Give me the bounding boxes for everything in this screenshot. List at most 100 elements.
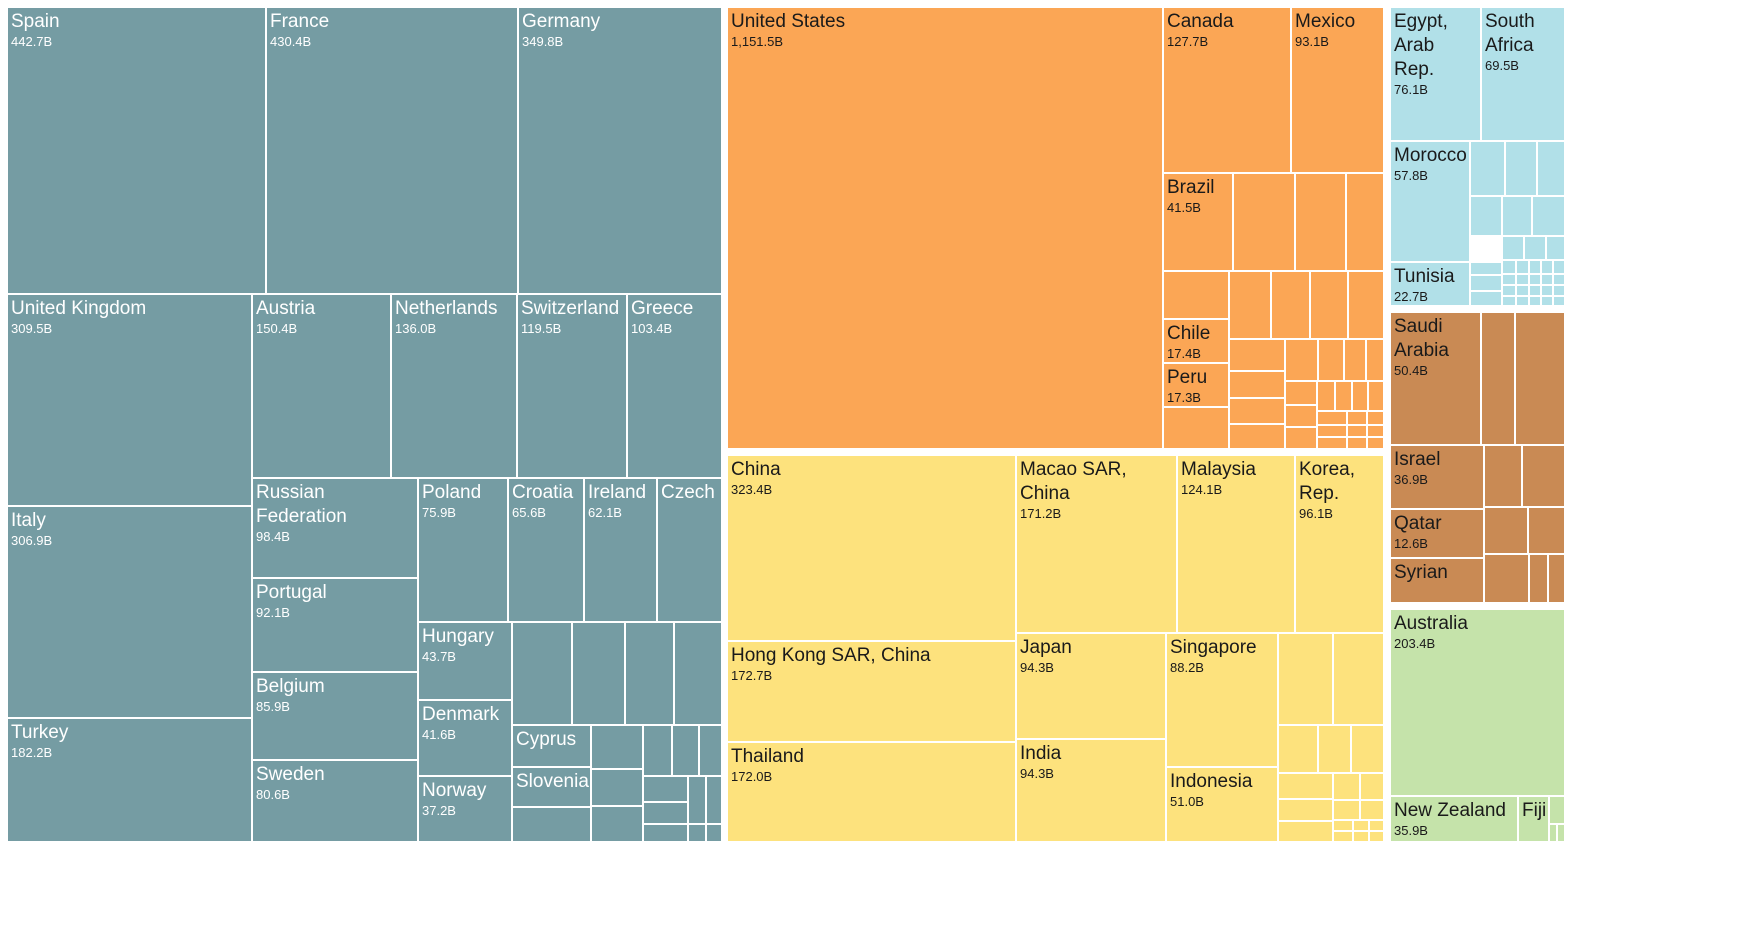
tile-value: 150.4B xyxy=(256,321,298,336)
treemap-tile-egypt-arab-rep: Egypt, Arab Rep. 76.1B xyxy=(1390,7,1481,141)
treemap-tile-malaysia: Malaysia 124.1B xyxy=(1177,455,1295,633)
treemap-tile-minor-americas-42 xyxy=(1317,411,1347,425)
tile-label: Australia xyxy=(1394,613,1468,634)
treemap-tile-minor-americas-26 xyxy=(1229,339,1285,371)
treemap-tile-minor-americas-19 xyxy=(1295,173,1346,271)
treemap-tile-switzerland: Switzerland 119.5B xyxy=(517,294,627,478)
tile-label: Greece xyxy=(631,298,694,319)
treemap-tile-minor-asia-57 xyxy=(1278,799,1333,821)
treemap-tile-minor-africa-91 xyxy=(1502,285,1516,296)
treemap-tile-minor-americas-27 xyxy=(1229,371,1285,398)
treemap-tile-minor-europe-10 xyxy=(591,806,643,842)
tile-value: 37.2B xyxy=(422,803,456,818)
treemap-tile-minor-asia-59 xyxy=(1333,773,1360,800)
treemap-tile-minor-africa-87 xyxy=(1516,274,1529,285)
tile-label: China xyxy=(731,459,781,480)
tile-value: 172.0B xyxy=(731,769,773,784)
treemap-tile-croatia: Croatia 65.6B xyxy=(508,478,584,622)
tile-label: Indonesia xyxy=(1170,771,1253,792)
tile-value: 88.2B xyxy=(1170,660,1204,675)
treemap-tile-minor-europe-8 xyxy=(512,807,591,842)
tile-value: 96.1B xyxy=(1299,506,1333,521)
treemap-tile-korea-rep: Korea, Rep. 96.1B xyxy=(1295,455,1384,633)
treemap-tile-south-africa: South Africa 69.5B xyxy=(1481,7,1565,141)
treemap-tile-minor-americas-34 xyxy=(1366,339,1384,381)
treemap-tile-minor-africa-82 xyxy=(1516,260,1529,274)
tile-label: Egypt, Arab Rep. xyxy=(1394,11,1448,80)
treemap-tile-minor-asia-64 xyxy=(1353,820,1369,831)
treemap-tile-minor-americas-50 xyxy=(1367,437,1384,449)
treemap-tile-minor-americas-39 xyxy=(1368,381,1384,411)
treemap-tile-minor-americas-32 xyxy=(1318,339,1344,381)
tile-label: Cyprus xyxy=(516,729,577,750)
tile-value: 430.4B xyxy=(270,34,312,49)
treemap-tile-singapore: Singapore 88.2B xyxy=(1166,633,1278,767)
treemap-tile-minor-europe-2 xyxy=(625,622,674,725)
tile-label: Peru xyxy=(1167,367,1208,388)
tile-value: 36.9B xyxy=(1394,472,1428,487)
treemap-tile-minor-americas-21 xyxy=(1163,271,1229,319)
tile-value: 22.7B xyxy=(1394,289,1428,304)
treemap-tile-minor-africa-84 xyxy=(1541,260,1553,274)
treemap-tile-belgium: Belgium 85.9B xyxy=(252,672,418,760)
treemap-tile-minor-europe-13 xyxy=(643,824,688,842)
treemap-tile-minor-asia-61 xyxy=(1333,800,1360,820)
tile-value: 94.3B xyxy=(1020,766,1054,781)
tile-value: 43.7B xyxy=(422,649,456,664)
treemap-tile-peru: Peru 17.3B xyxy=(1163,363,1229,407)
tile-label: Brazil xyxy=(1167,177,1215,198)
treemap-tile-minor-americas-41 xyxy=(1285,427,1317,449)
treemap-tile-minor-americas-35 xyxy=(1285,381,1317,405)
tile-label: Canada xyxy=(1167,11,1234,32)
treemap-tile-poland: Poland 75.9B xyxy=(418,478,508,622)
treemap-tile-minor-americas-28 xyxy=(1229,398,1285,424)
treemap-tile-minor-americas-45 xyxy=(1317,425,1347,437)
treemap-tile-minor-africa-100 xyxy=(1553,296,1565,306)
treemap-tile-saudi-arabia: Saudi Arabia 50.4B xyxy=(1390,312,1481,445)
tile-label: Japan xyxy=(1020,637,1072,658)
treemap-tile-minor-asia-56 xyxy=(1278,773,1333,799)
tile-label: Spain xyxy=(11,11,60,32)
tile-value: 75.9B xyxy=(422,505,456,520)
tile-value: 41.5B xyxy=(1167,200,1201,215)
tile-label: Ireland xyxy=(588,482,647,503)
tile-label: Czech xyxy=(661,482,715,503)
treemap-tile-chile: Chile 17.4B xyxy=(1163,319,1229,363)
tile-label: Netherlands xyxy=(395,298,498,319)
treemap-tile-minor-africa-80 xyxy=(1546,236,1565,260)
tile-label: Fiji xyxy=(1522,800,1547,821)
treemap-tile-minor-africa-86 xyxy=(1502,274,1516,285)
treemap-tile-norway: Norway 37.2B xyxy=(418,776,512,842)
treemap-tile-minor-africa-70 xyxy=(1505,141,1537,196)
treemap-tile-minor-africa-85 xyxy=(1553,260,1565,274)
treemap-tile-thailand: Thailand 172.0B xyxy=(727,742,1016,842)
treemap-tile-macao-sar-china: Macao SAR, China 171.2B xyxy=(1016,455,1177,633)
tile-label: Germany xyxy=(522,11,601,32)
treemap-tile-minor-middle-east-107 xyxy=(1484,554,1529,603)
tile-value: 349.8B xyxy=(522,34,564,49)
tile-value: 76.1B xyxy=(1394,82,1428,97)
tile-label: Austria xyxy=(256,298,316,319)
treemap-tile-hungary: Hungary 43.7B xyxy=(418,622,512,700)
treemap-tile-minor-europe-15 xyxy=(706,776,722,824)
treemap-tile-minor-europe-5 xyxy=(643,725,672,776)
treemap-tile-minor-americas-23 xyxy=(1271,271,1310,339)
treemap-tile-minor-africa-69 xyxy=(1470,141,1505,196)
treemap-tile-minor-americas-36 xyxy=(1317,381,1335,411)
treemap-tile-minor-africa-79 xyxy=(1524,236,1546,260)
treemap-tile-fiji: Fiji xyxy=(1518,796,1549,842)
treemap-tile-minor-asia-65 xyxy=(1369,820,1384,831)
treemap-tile-minor-americas-47 xyxy=(1367,425,1384,437)
tile-label: Slovenia xyxy=(516,771,589,792)
tile-value: 85.9B xyxy=(256,699,290,714)
treemap-tile-sweden: Sweden 80.6B xyxy=(252,760,418,842)
treemap-tile-spain: Spain 442.7B xyxy=(7,7,266,294)
tile-label: Singapore xyxy=(1170,637,1257,658)
tile-value: 69.5B xyxy=(1485,58,1519,73)
treemap-tile-tunisia: Tunisia 22.7B xyxy=(1390,262,1470,306)
tile-label: France xyxy=(270,11,330,32)
tile-value: 93.1B xyxy=(1295,34,1329,49)
treemap-tile-minor-middle-east-101 xyxy=(1481,312,1515,445)
treemap-tile-minor-americas-43 xyxy=(1347,411,1367,425)
treemap-tile-minor-europe-1 xyxy=(572,622,625,725)
